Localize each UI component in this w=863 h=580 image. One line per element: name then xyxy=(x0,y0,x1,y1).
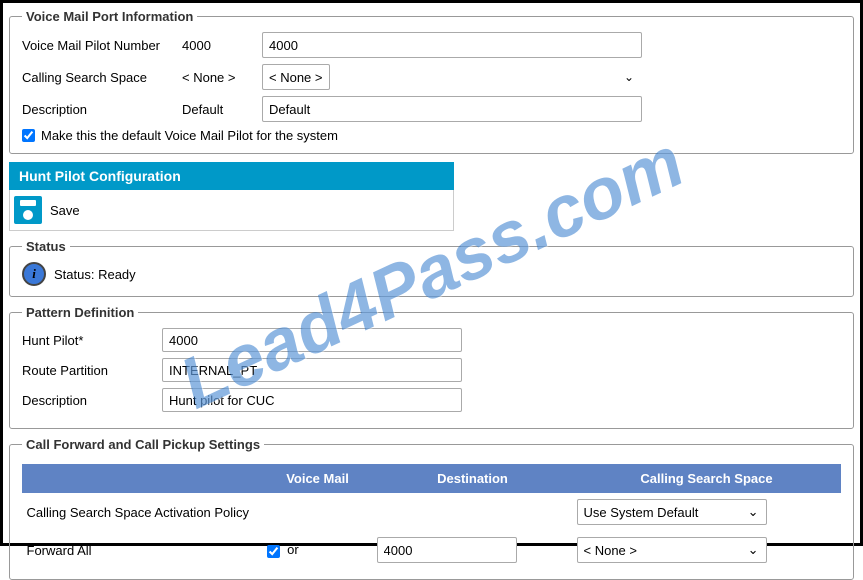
forward-all-css-select[interactable]: < None > xyxy=(577,537,767,563)
css-static: < None > xyxy=(182,70,262,85)
info-icon: i xyxy=(22,262,46,286)
css-label: Calling Search Space xyxy=(22,70,182,85)
header-destination: Destination xyxy=(373,465,573,493)
status-legend: Status xyxy=(22,239,70,254)
or-label: or xyxy=(287,542,299,557)
save-label[interactable]: Save xyxy=(50,203,80,218)
route-partition-row: Route Partition xyxy=(22,358,841,382)
status-text: Status: Ready xyxy=(54,267,136,282)
pattern-desc-label: Description xyxy=(22,393,162,408)
chevron-down-icon: ⌄ xyxy=(624,70,634,84)
css-select[interactable]: < None > xyxy=(262,64,330,90)
desc-static: Default xyxy=(182,102,262,117)
forward-all-vm-checkbox[interactable] xyxy=(267,545,280,558)
header-voicemail: Voice Mail xyxy=(263,465,373,493)
default-pilot-checkbox[interactable] xyxy=(22,129,35,142)
hunt-pilot-label: Hunt Pilot* xyxy=(22,333,162,348)
callforward-fieldset: Call Forward and Call Pickup Settings Vo… xyxy=(9,437,854,580)
pilot-number-input[interactable] xyxy=(262,32,642,58)
route-partition-label: Route Partition xyxy=(22,363,162,378)
header-blank xyxy=(23,465,263,493)
chevron-down-icon: ⌄ xyxy=(748,504,759,520)
save-toolbar: Save xyxy=(9,190,454,231)
pilot-number-static: 4000 xyxy=(182,38,262,53)
pattern-fieldset: Pattern Definition Hunt Pilot* Route Par… xyxy=(9,305,854,429)
forward-all-row: Forward All or < None > ⌄ xyxy=(23,531,841,569)
hunt-pilot-row: Hunt Pilot* xyxy=(22,328,841,352)
activation-policy-label: Calling Search Space Activation Policy xyxy=(23,493,573,532)
pattern-desc-row: Description xyxy=(22,388,841,412)
activation-policy-select[interactable]: Use System Default xyxy=(577,499,767,525)
forward-all-dest-input[interactable] xyxy=(377,537,517,563)
status-line: i Status: Ready xyxy=(22,262,841,286)
pattern-desc-input[interactable] xyxy=(162,388,462,412)
forward-all-label: Forward All xyxy=(23,531,263,569)
save-icon[interactable] xyxy=(14,196,42,224)
activation-policy-row: Calling Search Space Activation Policy U… xyxy=(23,493,841,532)
hunt-pilot-input[interactable] xyxy=(162,328,462,352)
header-css: Calling Search Space xyxy=(573,465,841,493)
pilot-number-label: Voice Mail Pilot Number xyxy=(22,38,182,53)
hunt-pilot-title-bar: Hunt Pilot Configuration xyxy=(9,162,454,190)
forward-all-vm-cell: or xyxy=(263,531,373,569)
callforward-table: Voice Mail Destination Calling Search Sp… xyxy=(22,464,841,569)
desc-label: Description xyxy=(22,102,182,117)
pilot-number-row: Voice Mail Pilot Number 4000 xyxy=(22,32,841,58)
default-pilot-line: Make this the default Voice Mail Pilot f… xyxy=(22,128,841,143)
callforward-legend: Call Forward and Call Pickup Settings xyxy=(22,437,264,452)
css-row: Calling Search Space < None > < None > ⌄ xyxy=(22,64,841,90)
voicemail-port-legend: Voice Mail Port Information xyxy=(22,9,197,24)
pattern-legend: Pattern Definition xyxy=(22,305,138,320)
table-header-row: Voice Mail Destination Calling Search Sp… xyxy=(23,465,841,493)
desc-input[interactable] xyxy=(262,96,642,122)
chevron-down-icon: ⌄ xyxy=(748,542,759,558)
route-partition-input[interactable] xyxy=(162,358,462,382)
voicemail-port-fieldset: Voice Mail Port Information Voice Mail P… xyxy=(9,9,854,154)
default-pilot-label: Make this the default Voice Mail Pilot f… xyxy=(41,128,338,143)
status-fieldset: Status i Status: Ready xyxy=(9,239,854,297)
desc-row: Description Default xyxy=(22,96,841,122)
